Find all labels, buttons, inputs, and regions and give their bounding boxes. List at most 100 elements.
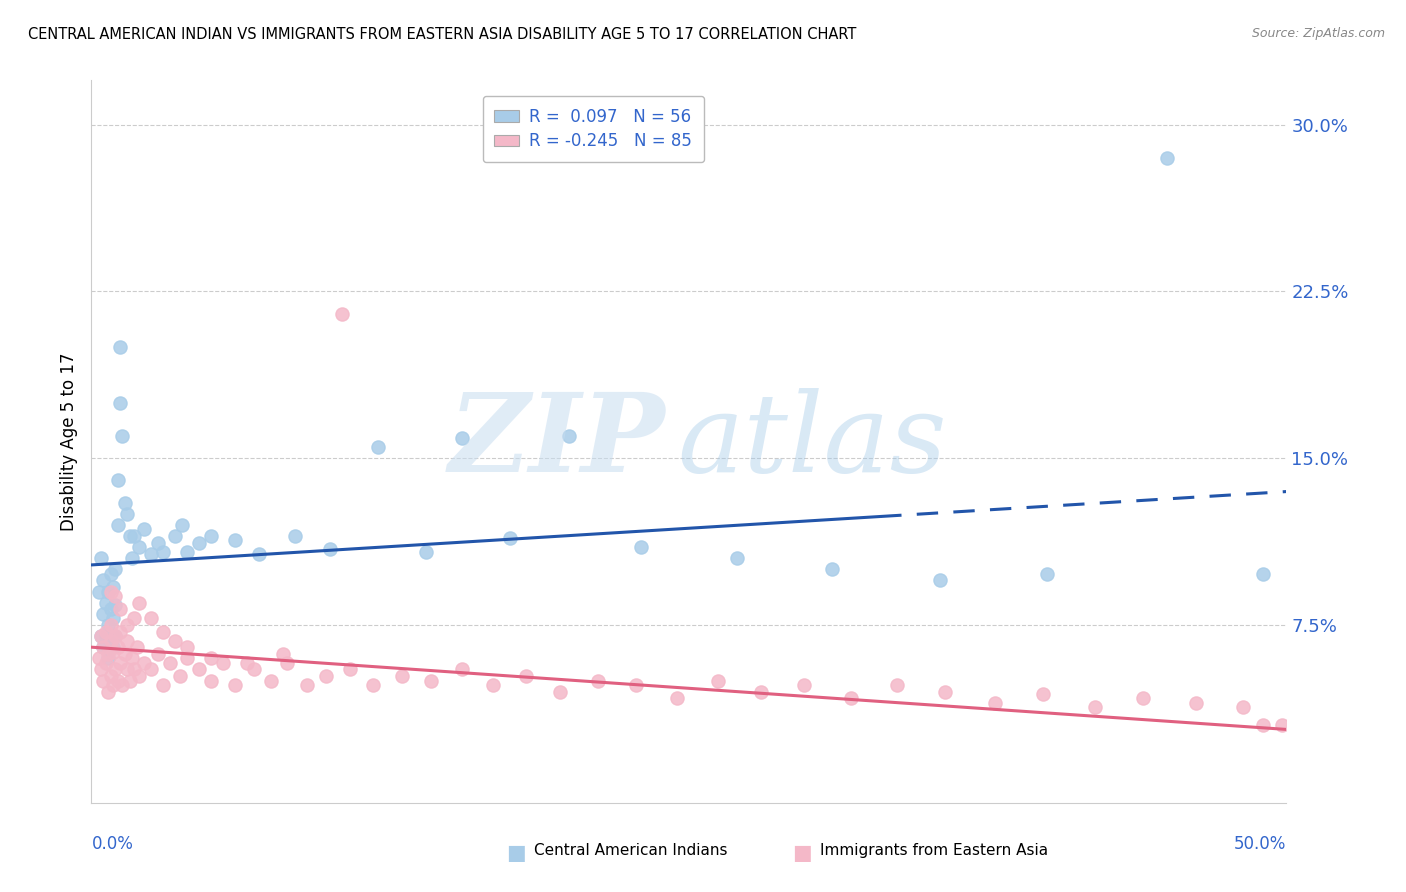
- Point: [706, 673, 728, 688]
- Point: [886, 678, 908, 692]
- Point: [224, 533, 246, 548]
- Point: [115, 507, 138, 521]
- Point: [107, 517, 129, 532]
- Point: [108, 340, 131, 354]
- Point: [100, 633, 122, 648]
- Point: [725, 551, 748, 566]
- Point: [821, 562, 844, 576]
- Point: [100, 618, 122, 632]
- Point: [101, 611, 124, 625]
- Point: [363, 678, 385, 692]
- Point: [295, 678, 318, 692]
- Point: [1084, 700, 1107, 714]
- Point: [97, 584, 120, 599]
- Point: [100, 602, 122, 616]
- Point: [124, 662, 146, 676]
- Point: [100, 633, 122, 648]
- Point: [90, 662, 112, 676]
- Point: [224, 678, 246, 692]
- Point: [152, 544, 174, 558]
- Point: [200, 673, 222, 688]
- Point: [450, 662, 472, 676]
- Point: [101, 640, 124, 655]
- Point: [172, 517, 194, 532]
- Point: [124, 611, 146, 625]
- Point: [176, 544, 198, 558]
- Point: [107, 673, 129, 688]
- Point: [100, 584, 122, 599]
- Point: [132, 522, 155, 536]
- Point: [276, 656, 298, 670]
- Point: [271, 647, 294, 661]
- Point: [94, 629, 117, 643]
- Point: [200, 529, 222, 543]
- Point: [87, 651, 110, 665]
- Point: [666, 691, 689, 706]
- Text: 0.0%: 0.0%: [91, 835, 134, 854]
- Point: [934, 684, 956, 698]
- Point: [482, 678, 505, 692]
- Point: [284, 529, 307, 543]
- Point: [749, 684, 772, 698]
- Point: [1232, 700, 1254, 714]
- Point: [169, 669, 191, 683]
- Point: [163, 529, 186, 543]
- Point: [141, 547, 162, 561]
- Point: [90, 551, 112, 566]
- Point: [100, 566, 122, 581]
- Point: [107, 640, 129, 655]
- Point: [101, 580, 124, 594]
- Point: [187, 535, 211, 549]
- Point: [152, 678, 174, 692]
- Point: [187, 662, 211, 676]
- Y-axis label: Disability Age 5 to 17: Disability Age 5 to 17: [59, 352, 77, 531]
- Point: [97, 618, 120, 632]
- Point: [176, 640, 198, 655]
- Point: [115, 618, 138, 632]
- Point: [132, 656, 155, 670]
- Point: [247, 547, 270, 561]
- Point: [100, 669, 122, 683]
- Point: [419, 673, 441, 688]
- Legend: R =  0.097   N = 56, R = -0.245   N = 85: R = 0.097 N = 56, R = -0.245 N = 85: [482, 95, 704, 161]
- Point: [1251, 566, 1274, 581]
- Text: Source: ZipAtlas.com: Source: ZipAtlas.com: [1251, 27, 1385, 40]
- Point: [984, 696, 1007, 710]
- Point: [94, 656, 117, 670]
- Point: [115, 662, 138, 676]
- Point: [128, 669, 150, 683]
- Point: [124, 529, 146, 543]
- Point: [163, 633, 186, 648]
- Point: [1032, 687, 1054, 701]
- Point: [450, 431, 472, 445]
- Point: [211, 656, 233, 670]
- Point: [121, 651, 143, 665]
- Point: [104, 662, 127, 676]
- Point: [243, 662, 266, 676]
- Point: [93, 640, 114, 655]
- Point: [108, 602, 131, 616]
- Point: [118, 529, 141, 543]
- Point: [148, 535, 170, 549]
- Text: CENTRAL AMERICAN INDIAN VS IMMIGRANTS FROM EASTERN ASIA DISABILITY AGE 5 TO 17 C: CENTRAL AMERICAN INDIAN VS IMMIGRANTS FR…: [28, 27, 856, 42]
- Point: [104, 629, 127, 643]
- Point: [339, 662, 361, 676]
- Point: [97, 684, 120, 698]
- Point: [108, 395, 131, 409]
- Point: [630, 540, 652, 554]
- Point: [841, 691, 863, 706]
- Point: [332, 307, 354, 321]
- Point: [1156, 151, 1178, 165]
- Point: [319, 542, 342, 557]
- Text: ■: ■: [793, 843, 813, 863]
- Point: [586, 673, 609, 688]
- Point: [176, 651, 198, 665]
- Text: ZIP: ZIP: [449, 388, 665, 495]
- Point: [94, 624, 117, 639]
- Point: [548, 684, 571, 698]
- Point: [97, 651, 120, 665]
- Point: [104, 598, 127, 612]
- Point: [793, 678, 815, 692]
- Point: [118, 673, 141, 688]
- Point: [391, 669, 413, 683]
